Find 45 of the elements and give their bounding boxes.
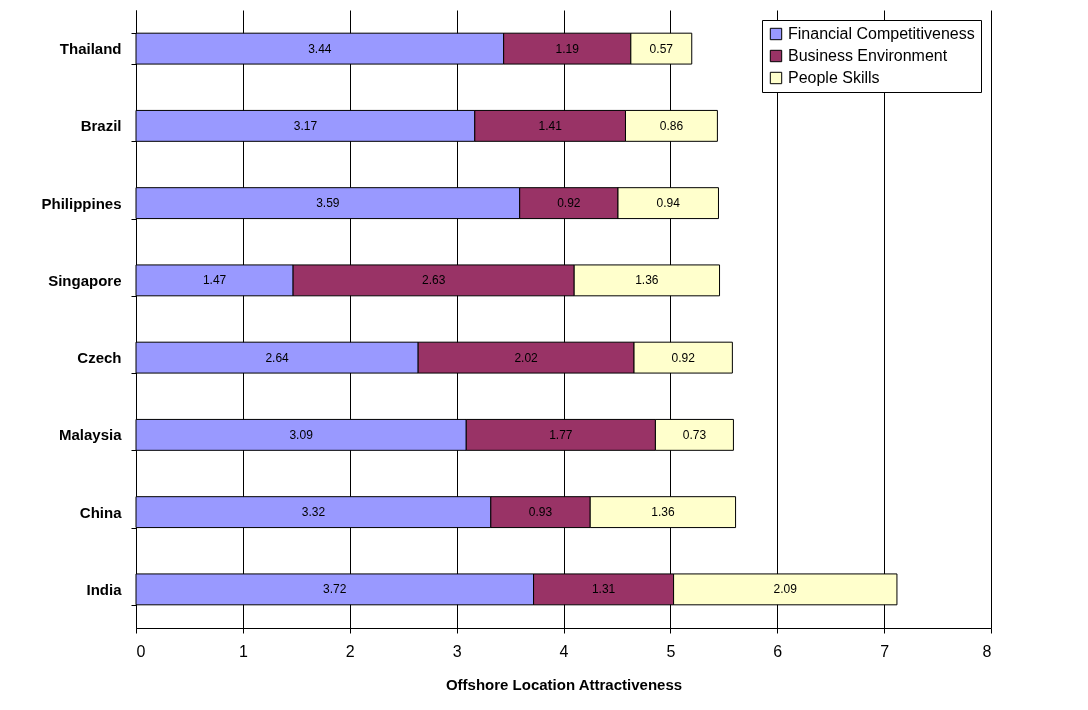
x-tick-label: 0 (136, 642, 146, 660)
x-tick-label: 6 (773, 642, 783, 660)
x-tick-label: 7 (880, 642, 890, 660)
data-label: 2.63 (421, 273, 446, 288)
data-label: 2.09 (773, 582, 798, 597)
data-label: 3.09 (289, 427, 314, 442)
data-label: 1.36 (635, 273, 659, 288)
x-tick-label: 2 (345, 642, 355, 660)
y-tick-label: Brazil (80, 117, 122, 135)
data-label: 0.73 (682, 427, 707, 442)
data-label: 1.19 (555, 41, 580, 56)
x-axis-title: Offshore Location Attractiveness (445, 675, 683, 693)
y-tick-label: Philippines (41, 194, 122, 212)
x-tick-label: 3 (452, 642, 462, 660)
data-label: 0.57 (649, 41, 674, 56)
data-label: 1.77 (549, 427, 573, 442)
data-label: 3.17 (293, 118, 318, 133)
x-tick-label: 8 (982, 642, 992, 660)
y-tick-label: Malaysia (58, 426, 123, 444)
data-label: 0.86 (659, 118, 684, 133)
data-label: 1.31 (591, 582, 616, 597)
data-label: 1.41 (538, 118, 563, 133)
data-label: 0.92 (671, 350, 696, 365)
y-tick-label: Singapore (48, 271, 122, 289)
data-label: 1.36 (651, 505, 675, 520)
data-label: 2.02 (514, 350, 539, 365)
data-label: 3.44 (308, 41, 332, 56)
y-tick-label: China (79, 503, 123, 521)
y-tick-label: India (86, 580, 123, 598)
data-label: 2.64 (265, 350, 290, 365)
legend-label: Business Environment (788, 47, 948, 64)
data-label: 1.47 (202, 273, 227, 288)
data-label: 0.93 (528, 505, 553, 520)
x-tick-label: 4 (559, 642, 569, 660)
data-label: 3.32 (301, 505, 326, 520)
legend-label: Financial Competitiveness (788, 25, 975, 42)
data-label: 0.92 (557, 196, 581, 211)
data-label: 3.59 (316, 196, 340, 211)
legend-label: People Skills (788, 69, 880, 86)
x-tick-label: 5 (666, 642, 676, 660)
data-label: 0.94 (656, 196, 681, 211)
x-tick-label: 1 (238, 642, 248, 660)
y-tick-label: Thailand (59, 40, 122, 58)
data-label: 3.72 (323, 582, 347, 597)
y-tick-label: Czech (77, 349, 122, 367)
